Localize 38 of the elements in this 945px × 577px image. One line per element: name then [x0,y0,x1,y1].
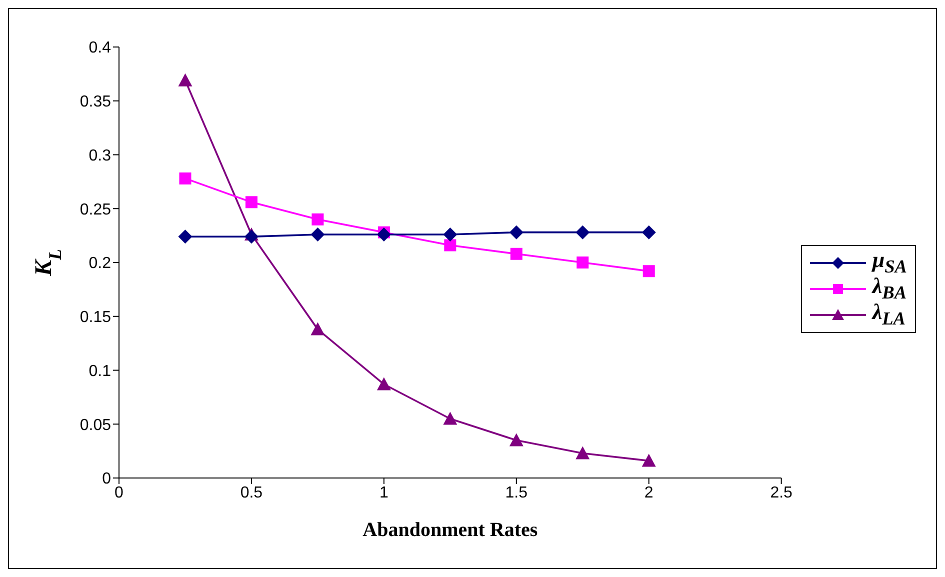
x-tick-label: 2 [644,484,654,502]
point [642,225,656,240]
y-tick-label: 0.05 [80,416,112,434]
point [245,196,258,208]
x-tick-label: 1.5 [505,484,528,502]
point [376,377,391,390]
point [642,454,656,467]
point [576,225,590,240]
point [178,230,192,244]
point [312,213,324,226]
x-tick-label: 0.5 [240,484,263,502]
y-tick-label: 0.4 [88,40,112,57]
point [576,256,589,268]
x-tick-label: 0 [114,484,124,502]
point [443,412,458,425]
point [310,227,325,242]
y-tick-label: 0.15 [80,309,112,326]
point [310,322,325,336]
point [642,265,655,278]
point [178,73,192,86]
x-axis-title: Abandonment Rates [362,519,538,541]
y-tick-label: 0.3 [88,147,112,164]
point [179,172,192,184]
y-tick-label: 0.1 [88,362,112,380]
point [443,227,458,242]
y-tick-label: 0.35 [80,94,112,111]
point [444,239,456,252]
point [576,446,590,460]
y-tick-label: 0 [102,470,112,488]
point [244,230,258,244]
point [509,225,524,240]
x-tick-label: 1 [379,484,388,502]
y-tick-label: 0.25 [80,201,112,218]
x-tick-label: 2.5 [770,484,793,502]
point [510,248,522,260]
point [509,433,524,446]
y-tick-label: 0.2 [88,255,112,272]
point [376,227,391,242]
